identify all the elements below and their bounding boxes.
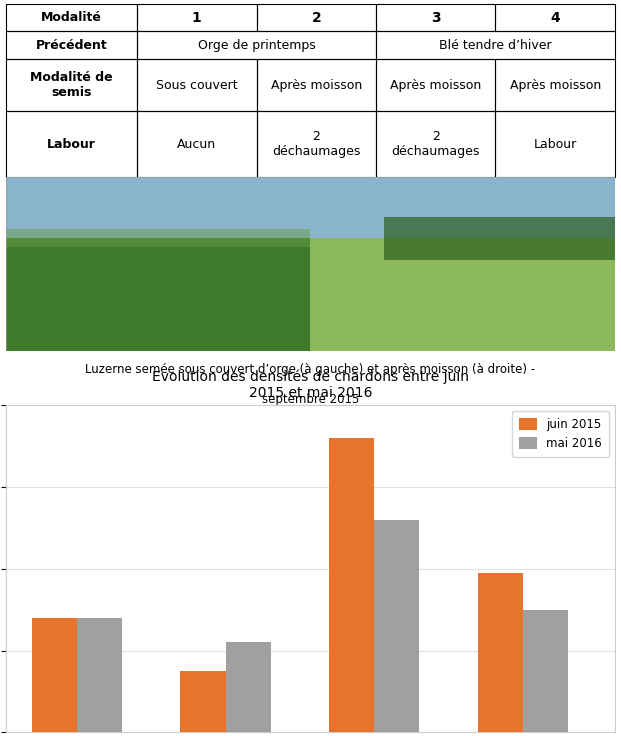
Text: Luzerne semée sous couvert d’orge (à gauche) et après moisson (à droite) -: Luzerne semée sous couvert d’orge (à gau…: [86, 363, 535, 375]
Bar: [180, 671, 225, 732]
Text: Après moisson: Après moisson: [271, 79, 362, 92]
Bar: [376, 4, 496, 32]
Text: 2: 2: [311, 10, 321, 24]
Bar: [376, 111, 496, 177]
Text: septembre 2015: septembre 2015: [262, 393, 359, 406]
Bar: [329, 438, 374, 732]
Bar: [6, 111, 137, 177]
Bar: [374, 520, 419, 732]
Text: 4: 4: [550, 10, 560, 24]
Text: 3: 3: [431, 10, 440, 24]
Bar: [496, 111, 615, 177]
Text: 1: 1: [192, 10, 202, 24]
Text: Orge de printemps: Orge de printemps: [197, 39, 315, 52]
Bar: [6, 238, 310, 350]
Bar: [6, 177, 615, 238]
Text: Modalité de
semis: Modalité de semis: [30, 71, 113, 99]
Text: Aucun: Aucun: [177, 138, 216, 151]
Bar: [225, 643, 271, 732]
Bar: [137, 32, 376, 59]
Bar: [310, 238, 615, 350]
Bar: [384, 217, 615, 261]
Text: Sous couvert: Sous couvert: [156, 79, 238, 92]
Bar: [256, 111, 376, 177]
Text: Modalité: Modalité: [41, 11, 102, 24]
Text: Après moisson: Après moisson: [510, 79, 601, 92]
Text: Précédent: Précédent: [36, 39, 107, 52]
Bar: [6, 4, 137, 32]
Bar: [523, 609, 568, 732]
Bar: [256, 4, 376, 32]
Bar: [256, 59, 376, 111]
Bar: [6, 32, 137, 59]
Bar: [496, 59, 615, 111]
Bar: [478, 573, 523, 732]
Bar: [496, 4, 615, 32]
Text: 2
déchaumages: 2 déchaumages: [272, 130, 360, 158]
Bar: [376, 59, 496, 111]
Text: Blé tendre d’hiver: Blé tendre d’hiver: [439, 39, 552, 52]
Bar: [32, 618, 77, 732]
Bar: [77, 618, 122, 732]
Text: Labour: Labour: [533, 138, 577, 151]
Bar: [376, 32, 615, 59]
Legend: juin 2015, mai 2016: juin 2015, mai 2016: [512, 411, 609, 457]
Bar: [137, 111, 256, 177]
Bar: [137, 4, 256, 32]
Bar: [6, 229, 310, 247]
Title: Evolution des densités de chardons entre juin
2015 et mai 2016: Evolution des densités de chardons entre…: [152, 369, 469, 400]
Bar: [6, 59, 137, 111]
Text: Après moisson: Après moisson: [390, 79, 481, 92]
Text: 2
déchaumages: 2 déchaumages: [391, 130, 480, 158]
Bar: [137, 59, 256, 111]
Text: Labour: Labour: [47, 138, 96, 151]
